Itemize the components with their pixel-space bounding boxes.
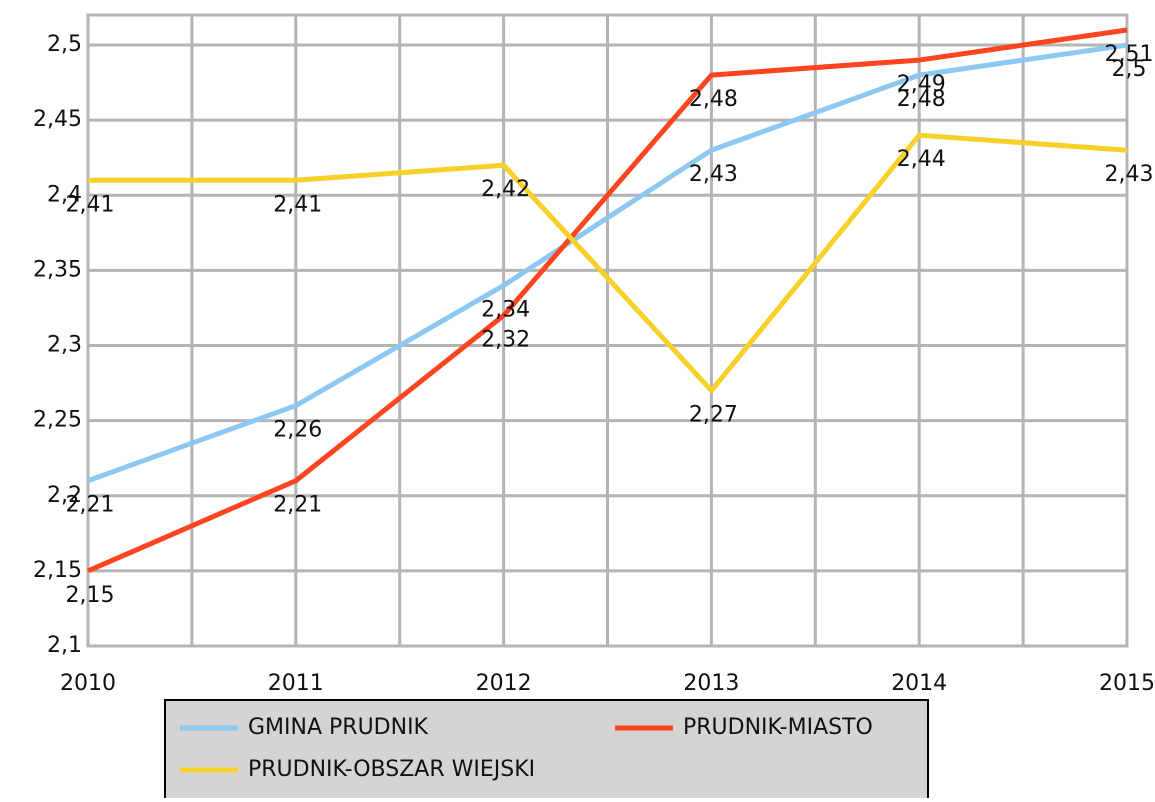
data-label: 2,21 bbox=[273, 493, 322, 518]
x-tick-label: 2011 bbox=[268, 671, 324, 696]
data-label: 2,34 bbox=[481, 297, 530, 322]
data-label: 2,51 bbox=[1105, 42, 1154, 67]
x-tick-label: 2013 bbox=[683, 671, 739, 696]
y-tick-label: 2,25 bbox=[33, 408, 82, 433]
data-label: 2,27 bbox=[689, 403, 738, 428]
labels: 2,1 2,15 2,2 2,25 2,3 2,35 2,4 2,45 2,5 2010 2011 2… bbox=[33, 32, 1155, 696]
x-tick-label: 2015 bbox=[1099, 671, 1155, 696]
data-label: 2,43 bbox=[689, 162, 738, 187]
y-tick-label: 2,2 bbox=[47, 483, 82, 508]
y-tick-label: 2,3 bbox=[47, 333, 82, 358]
series-line bbox=[87, 27, 1128, 574]
y-tick-label: 2,15 bbox=[33, 558, 82, 583]
data-label: 2,21 bbox=[66, 493, 115, 518]
data-label: 2,44 bbox=[897, 147, 946, 172]
legend-label: GMINA PRUDNIK bbox=[248, 715, 429, 740]
legend-label: PRUDNIK-OBSZAR WIEJSKI bbox=[248, 757, 535, 782]
x-tick-label: 2014 bbox=[891, 671, 947, 696]
legend-box bbox=[164, 699, 929, 802]
x-tick-label: 2012 bbox=[476, 671, 532, 696]
data-label: 2,26 bbox=[273, 418, 322, 443]
data-label: 2,49 bbox=[897, 72, 946, 97]
data-label: 2,48 bbox=[897, 87, 946, 112]
series-line bbox=[88, 132, 1128, 394]
y-tick-label: 2,35 bbox=[33, 257, 82, 282]
data-label: 2,41 bbox=[66, 192, 115, 217]
plot bbox=[87, 27, 1128, 574]
grid bbox=[86, 13, 1129, 648]
legend-label: PRUDNIK-MIASTO bbox=[683, 715, 873, 740]
data-label: 2,5 bbox=[1112, 57, 1147, 82]
y-tick-label: 2,1 bbox=[47, 633, 82, 658]
data-label: 2,42 bbox=[481, 177, 530, 202]
legend: GMINA PRUDNIK PRUDNIK-MIASTO PRUDNIK-OBSZA… bbox=[180, 715, 873, 782]
y-tick-label: 2,4 bbox=[47, 182, 82, 207]
data-label: 2,15 bbox=[66, 583, 115, 608]
series-line bbox=[87, 42, 1128, 484]
data-label: 2,43 bbox=[1105, 162, 1154, 187]
data-label: 2,32 bbox=[481, 327, 530, 352]
x-tick-label: 2010 bbox=[60, 671, 116, 696]
y-tick-label: 2,45 bbox=[33, 107, 82, 132]
data-label: 2,41 bbox=[273, 192, 322, 217]
data-label: 2,48 bbox=[689, 87, 738, 112]
y-tick-label: 2,5 bbox=[47, 32, 82, 57]
